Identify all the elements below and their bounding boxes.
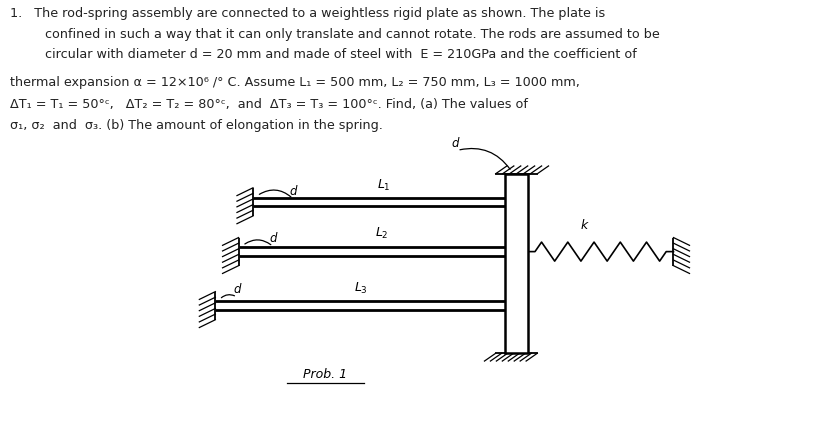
Text: σ₁, σ₂  and  σ₃. (b) The amount of elongation in the spring.: σ₁, σ₂ and σ₃. (b) The amount of elongat…	[11, 119, 383, 132]
Text: d: d	[233, 283, 240, 296]
Text: $L_3$: $L_3$	[354, 281, 368, 296]
Text: thermal expansion α = 12×10⁶ /° C. Assume L₁ = 500 mm, L₂ = 750 mm, L₃ = 1000 mm: thermal expansion α = 12×10⁶ /° C. Assum…	[11, 76, 580, 89]
Text: 1.   The rod-spring assembly are connected to a weightless rigid plate as shown.: 1. The rod-spring assembly are connected…	[11, 7, 605, 20]
Text: $L_1$: $L_1$	[377, 178, 390, 193]
Text: d: d	[290, 184, 297, 197]
Text: confined in such a way that it can only translate and cannot rotate. The rods ar: confined in such a way that it can only …	[45, 27, 659, 40]
FancyBboxPatch shape	[506, 174, 528, 353]
Text: d: d	[452, 137, 460, 149]
Text: circular with diameter d = 20 mm and made of steel with  E = 210GPa and the coef: circular with diameter d = 20 mm and mad…	[45, 48, 636, 61]
Text: $L_2$: $L_2$	[375, 226, 389, 241]
Text: ΔT₁ = T₁ = 50°ᶜ,   ΔT₂ = T₂ = 80°ᶜ,  and  ΔT₃ = T₃ = 100°ᶜ. Find, (a) The values: ΔT₁ = T₁ = 50°ᶜ, ΔT₂ = T₂ = 80°ᶜ, and ΔT…	[11, 98, 528, 111]
Text: d: d	[269, 232, 276, 245]
Text: k: k	[580, 219, 587, 232]
Text: Prob. 1: Prob. 1	[303, 368, 347, 381]
